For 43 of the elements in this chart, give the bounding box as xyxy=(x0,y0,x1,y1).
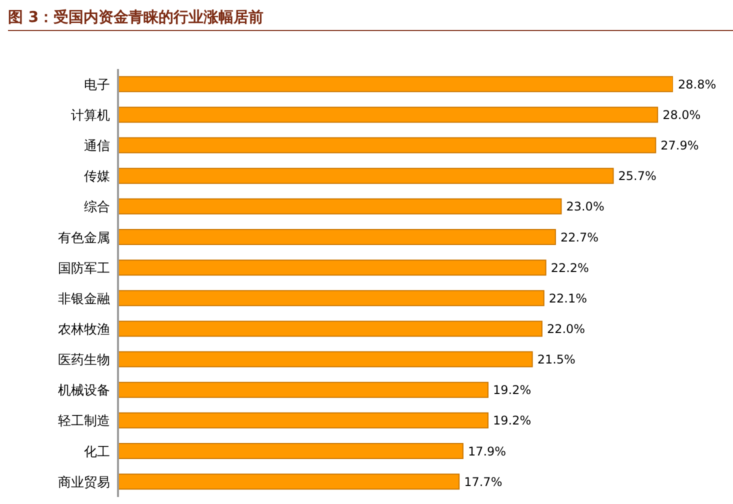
y-tick-label: 化工 xyxy=(84,444,110,460)
y-tick-label: 医药生物 xyxy=(58,353,110,368)
data-label: 22.2% xyxy=(550,260,589,275)
bar xyxy=(118,260,546,276)
bar xyxy=(118,351,533,368)
y-tick-label: 通信 xyxy=(84,139,110,154)
y-tick-label: 轻工制造 xyxy=(58,414,110,430)
bar xyxy=(118,382,488,398)
bar xyxy=(118,137,656,154)
y-tick-label: 计算机 xyxy=(71,108,110,124)
y-tick-label: 电子 xyxy=(84,78,110,93)
data-label: 17.9% xyxy=(468,444,506,458)
data-label: 19.2% xyxy=(493,414,532,428)
y-tick-label: 综合 xyxy=(84,200,110,216)
bar xyxy=(118,412,488,428)
y-tick-label: 非银金融 xyxy=(58,292,110,307)
bar xyxy=(118,229,556,245)
bar xyxy=(118,198,562,214)
data-label: 25.7% xyxy=(618,169,656,184)
bar xyxy=(118,106,658,123)
bar xyxy=(118,290,544,306)
bar xyxy=(118,474,460,490)
data-label: 27.9% xyxy=(660,138,699,153)
bar xyxy=(118,76,673,92)
data-label: 22.1% xyxy=(548,291,588,306)
data-label: 17.7% xyxy=(464,474,502,489)
bar xyxy=(118,320,542,337)
y-tick-label: 有色金属 xyxy=(58,230,110,246)
data-label: 22.0% xyxy=(546,322,586,336)
data-label: 21.5% xyxy=(537,352,576,367)
chart-title: 图 3：受国内资金青睐的行业涨幅居前 xyxy=(8,8,733,31)
data-label: 23.0% xyxy=(566,200,604,214)
data-label: 28.0% xyxy=(662,108,701,122)
data-label: 22.7% xyxy=(560,230,599,244)
y-tick-label: 商业贸易 xyxy=(58,475,110,490)
y-tick-label: 机械设备 xyxy=(58,384,110,399)
y-tick-label: 国防军工 xyxy=(58,261,110,276)
bar xyxy=(118,168,614,184)
data-label: 19.2% xyxy=(493,383,532,398)
y-tick-label: 传媒 xyxy=(84,170,110,185)
data-label: 28.8% xyxy=(678,77,716,92)
bar xyxy=(118,443,464,459)
y-tick-label: 农林牧渔 xyxy=(58,322,110,338)
